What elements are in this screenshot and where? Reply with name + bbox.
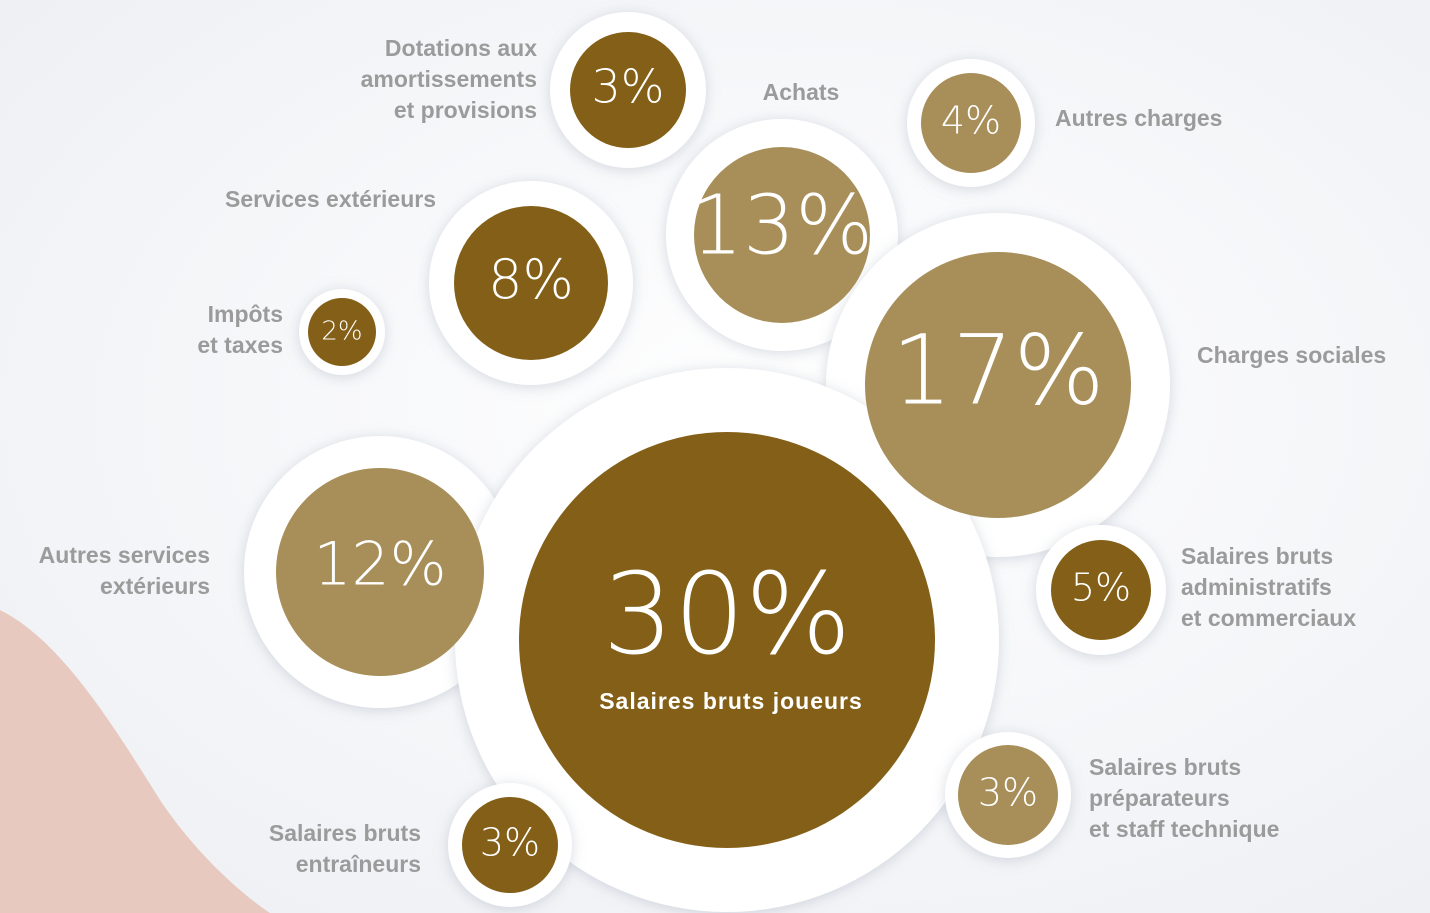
category-label: et staff technique bbox=[1089, 816, 1279, 842]
category-label: Salaires bruts joueurs bbox=[599, 688, 863, 714]
value-label: 5% bbox=[1071, 566, 1131, 610]
category-label: Salaires bruts bbox=[1181, 543, 1333, 569]
category-label: préparateurs bbox=[1089, 785, 1230, 811]
category-label: et taxes bbox=[197, 332, 283, 358]
bubble bbox=[276, 468, 484, 676]
category-label: Salaires bruts bbox=[1089, 754, 1241, 780]
value-label: 12% bbox=[313, 530, 446, 600]
value-label: 3% bbox=[978, 771, 1038, 815]
bubble bbox=[308, 298, 376, 366]
category-label: Autres services bbox=[39, 542, 210, 568]
value-label: 3% bbox=[592, 60, 665, 114]
category-label: et commerciaux bbox=[1181, 605, 1356, 631]
bubble bbox=[454, 206, 608, 360]
value-label: 17% bbox=[891, 314, 1104, 426]
category-label: Achats bbox=[763, 79, 840, 105]
bubble bbox=[694, 147, 870, 323]
bubble bbox=[958, 745, 1058, 845]
bubble bbox=[570, 32, 686, 148]
category-label: entraîneurs bbox=[296, 851, 421, 877]
bubble bbox=[519, 432, 935, 848]
bubbles: 3% Dotations aux amortissements et provisio… bbox=[39, 32, 1386, 893]
value-label: 2% bbox=[321, 317, 362, 347]
category-label: Salaires bruts bbox=[269, 820, 421, 846]
value-label: 8% bbox=[488, 248, 574, 311]
bubble bbox=[1051, 540, 1151, 640]
photo-fragment bbox=[0, 610, 270, 913]
category-label: Dotations aux bbox=[385, 35, 537, 61]
category-label: Services extérieurs bbox=[225, 186, 436, 212]
category-label: et provisions bbox=[394, 97, 537, 123]
value-label: 30% bbox=[603, 550, 852, 680]
value-label: 13% bbox=[691, 179, 873, 274]
bubble bbox=[921, 73, 1021, 173]
category-label: amortissements bbox=[361, 66, 537, 92]
category-label: Impôts bbox=[208, 301, 283, 327]
bubble bbox=[865, 252, 1131, 518]
category-label: Charges sociales bbox=[1197, 342, 1386, 368]
bubble bbox=[462, 797, 558, 893]
category-label: administratifs bbox=[1181, 574, 1332, 600]
value-label: 4% bbox=[941, 99, 1001, 143]
category-label: extérieurs bbox=[100, 573, 210, 599]
category-label: Autres charges bbox=[1055, 105, 1222, 131]
value-label: 3% bbox=[480, 821, 540, 865]
